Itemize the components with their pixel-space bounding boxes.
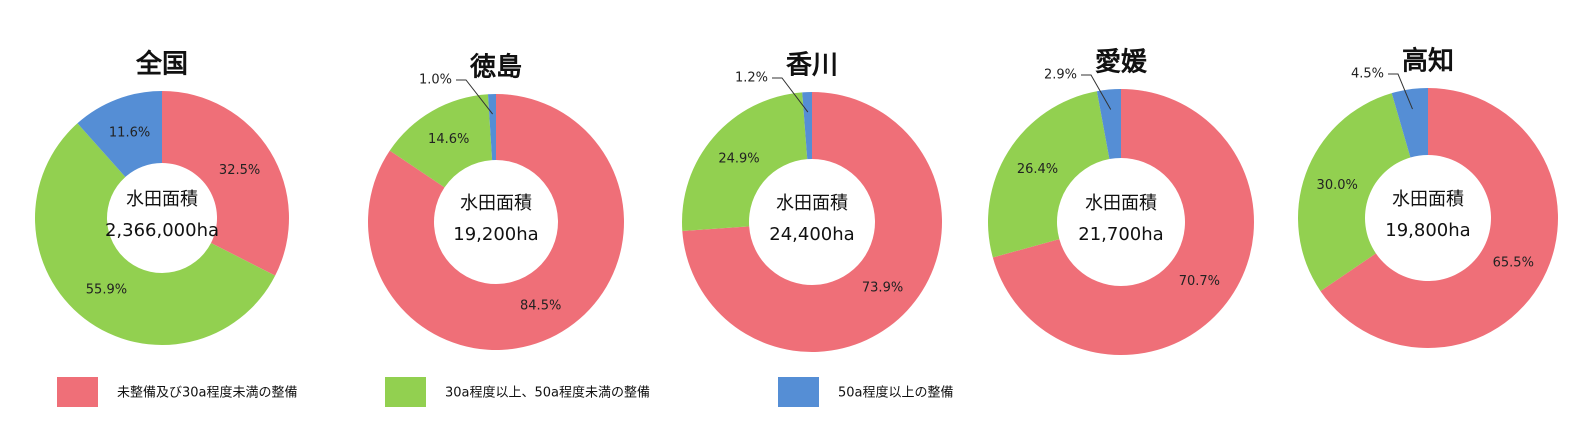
legend-swatch — [57, 377, 98, 407]
chart-title: 愛媛 — [1095, 48, 1148, 78]
pie-slice — [1391, 88, 1428, 158]
center-value: 2,366,000ha — [105, 220, 219, 241]
chart-title: 香川 — [786, 51, 838, 81]
center-value: 21,700ha — [1078, 224, 1163, 245]
chart-title: 高知 — [1402, 46, 1454, 77]
pie-slice — [682, 92, 942, 352]
pie-slice — [35, 123, 276, 345]
legend-swatch — [778, 377, 819, 407]
value-label: 2.9% — [1044, 68, 1077, 83]
center-label: 水田面積 — [1085, 193, 1157, 214]
leader-line — [772, 77, 809, 113]
pie-slice — [1298, 93, 1411, 292]
leader-line — [1388, 73, 1413, 110]
center-value: 19,800ha — [1385, 220, 1470, 241]
value-label: 26.4% — [1017, 162, 1058, 177]
leader-line — [456, 79, 494, 115]
value-label: 73.9% — [862, 280, 903, 295]
value-label: 1.2% — [735, 71, 768, 86]
value-label: 55.9% — [86, 283, 127, 298]
value-label: 24.9% — [718, 151, 759, 166]
pie-slice — [77, 91, 162, 177]
value-label: 14.6% — [428, 132, 469, 147]
value-label: 30.0% — [1317, 178, 1358, 193]
value-label: 11.6% — [109, 125, 150, 140]
pie-slice — [389, 94, 493, 188]
center-value: 19,200ha — [453, 224, 538, 245]
leader-line — [1081, 74, 1112, 110]
pie-slice — [988, 91, 1110, 258]
chart-title: 全国 — [135, 49, 188, 80]
pie-slice — [802, 92, 812, 160]
center-label: 水田面積 — [460, 193, 532, 214]
pie-slice — [162, 91, 289, 276]
center-value: 24,400ha — [769, 224, 854, 245]
chart-title: 徳島 — [469, 52, 522, 83]
pie-slice — [682, 92, 808, 231]
value-label: 84.5% — [520, 298, 561, 313]
legend-label: 30a程度以上、50a程度未満の整備 — [445, 385, 650, 401]
value-label: 65.5% — [1493, 256, 1534, 271]
pie-slice — [1096, 89, 1121, 160]
value-label: 70.7% — [1179, 274, 1220, 289]
legend-swatch — [385, 377, 426, 407]
pie-slice — [367, 94, 625, 350]
pie-slice — [992, 89, 1255, 355]
value-label: 1.0% — [419, 73, 452, 88]
center-label: 水田面積 — [126, 189, 198, 210]
legend-label: 50a程度以上の整備 — [838, 385, 954, 401]
pie-slice — [1320, 88, 1558, 348]
center-label: 水田面積 — [776, 193, 848, 214]
legend-label: 未整備及び30a程度未満の整備 — [117, 385, 298, 401]
center-label: 水田面積 — [1392, 189, 1464, 210]
value-label: 4.5% — [1351, 67, 1384, 82]
value-label: 32.5% — [219, 163, 260, 178]
